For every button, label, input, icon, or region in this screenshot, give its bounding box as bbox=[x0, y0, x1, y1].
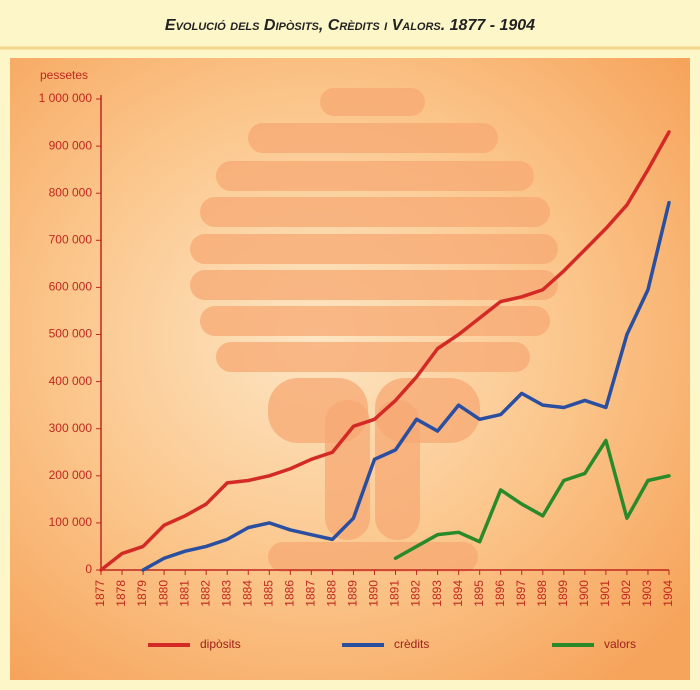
x-tick-label: 1896 bbox=[493, 580, 507, 607]
y-axis-label: pessetes bbox=[40, 68, 88, 82]
legend-label: valors bbox=[604, 637, 636, 651]
x-tick-label: 1879 bbox=[135, 580, 149, 607]
x-tick-label: 1898 bbox=[535, 580, 549, 607]
y-tick-label: 1 000 000 bbox=[39, 91, 93, 105]
x-tick-label: 1881 bbox=[177, 580, 191, 607]
y-tick-label: 200 000 bbox=[49, 468, 93, 482]
x-tick-label: 1899 bbox=[556, 580, 570, 607]
x-tick-label: 1882 bbox=[198, 580, 212, 607]
x-tick-label: 1895 bbox=[472, 580, 486, 607]
x-tick-label: 1890 bbox=[367, 580, 381, 607]
y-tick-label: 300 000 bbox=[49, 421, 93, 435]
x-tick-label: 1901 bbox=[598, 580, 612, 607]
y-tick-label: 100 000 bbox=[49, 515, 93, 529]
x-tick-label: 1897 bbox=[514, 580, 528, 607]
x-tick-label: 1892 bbox=[409, 580, 423, 607]
x-tick-label: 1880 bbox=[156, 580, 170, 607]
y-tick-label: 700 000 bbox=[49, 232, 93, 246]
x-tick-label: 1886 bbox=[283, 580, 297, 607]
x-tick-label: 1894 bbox=[451, 580, 465, 607]
legend-label: dipòsits bbox=[200, 637, 241, 651]
y-tick-label: 900 000 bbox=[49, 138, 93, 152]
logo bbox=[190, 88, 558, 572]
y-tick-label: 400 000 bbox=[49, 374, 93, 388]
x-tick-label: 1888 bbox=[325, 580, 339, 607]
x-tick-label: 1877 bbox=[93, 580, 107, 607]
series-line bbox=[141, 200, 671, 572]
series-line bbox=[99, 130, 671, 572]
series-line bbox=[393, 438, 671, 560]
y-tick-label: 800 000 bbox=[49, 185, 93, 199]
x-tick-label: 1904 bbox=[661, 580, 675, 607]
y-tick-label: 0 bbox=[85, 562, 92, 576]
x-tick-label: 1889 bbox=[346, 580, 360, 607]
x-tick-label: 1878 bbox=[114, 580, 128, 607]
legend-label: crèdits bbox=[394, 637, 429, 651]
x-tick-label: 1885 bbox=[261, 580, 275, 607]
chart-title: Evolució dels Dipòsits, Crèdits i Valors… bbox=[165, 17, 535, 34]
x-tick-label: 1893 bbox=[430, 580, 444, 607]
x-tick-label: 1883 bbox=[219, 580, 233, 607]
x-tick-label: 1903 bbox=[640, 580, 654, 607]
y-tick-label: 600 000 bbox=[49, 280, 93, 294]
title-bar bbox=[0, 0, 700, 48]
x-tick-label: 1884 bbox=[240, 580, 254, 607]
x-tick-label: 1902 bbox=[619, 580, 633, 607]
y-tick-label: 500 000 bbox=[49, 327, 93, 341]
x-tick-label: 1891 bbox=[388, 580, 402, 607]
x-tick-label: 1887 bbox=[304, 580, 318, 607]
x-tick-label: 1900 bbox=[577, 580, 591, 607]
